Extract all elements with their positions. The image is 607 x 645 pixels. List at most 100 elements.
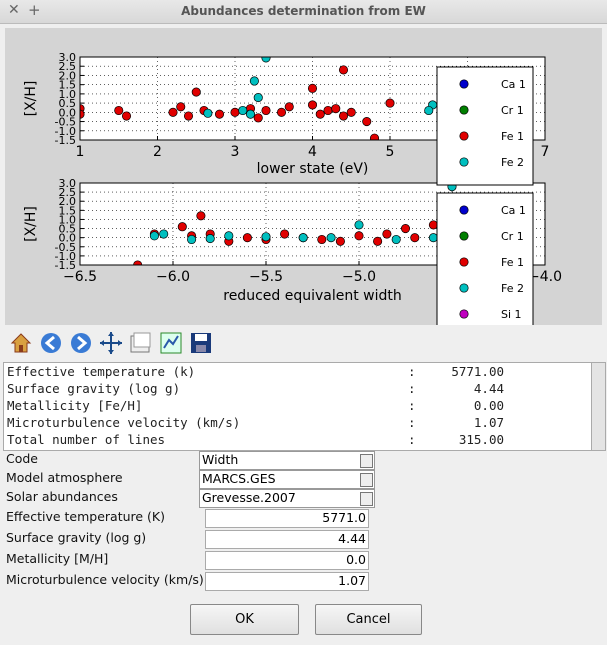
y-tick-label: 2.0 (59, 195, 77, 208)
data-point (323, 105, 333, 116)
select-dropdown[interactable]: Width (199, 451, 375, 470)
text-field[interactable]: 4.44 (205, 530, 369, 549)
data-point (346, 107, 356, 117)
y-tick-label: 1.5 (59, 79, 77, 92)
summary-value: 5771.00 (451, 364, 504, 379)
legend-marker (459, 131, 469, 141)
y-tick-label: 0.5 (59, 97, 77, 110)
x-tick-label: 5 (386, 144, 395, 160)
back-button[interactable] (38, 330, 64, 356)
data-point (362, 117, 372, 127)
data-point (133, 260, 143, 265)
y-tick-label: 2.0 (59, 69, 77, 82)
data-point (205, 234, 215, 244)
close-button[interactable]: ✕ (8, 2, 20, 18)
legend (436, 66, 534, 186)
legend-marker (459, 257, 469, 267)
summary-colon: : (408, 364, 416, 379)
ok-button[interactable]: OK (190, 604, 299, 635)
data-point (315, 109, 325, 119)
select-value: MARCS.GES (202, 471, 276, 486)
x-tick-label: −6.0 (156, 269, 190, 285)
field-label: Code (6, 451, 39, 466)
data-point (253, 93, 263, 103)
data-point (326, 233, 336, 243)
data-point (253, 113, 263, 123)
x-tick-label: −4.0 (528, 269, 562, 285)
points (80, 57, 438, 140)
select-dropdown[interactable]: Grevesse.2007 (199, 489, 375, 508)
scrollbar[interactable] (591, 362, 606, 451)
y-tick-label: 0.0 (59, 106, 77, 119)
data-point (245, 109, 256, 119)
data-point (280, 229, 290, 239)
title-bar: ✕ + Abundances determination from EW (0, 0, 607, 24)
forward-button[interactable] (68, 330, 94, 356)
data-point (400, 224, 411, 234)
field-value: 0.0 (346, 552, 366, 567)
text-field[interactable]: 0.0 (205, 551, 369, 570)
home-button[interactable] (8, 330, 34, 356)
y-tick-label: -0.5 (55, 116, 76, 129)
legend-label: Si 1 (501, 308, 522, 321)
y-tick-label: 0.5 (59, 223, 77, 236)
data-point (354, 220, 364, 230)
data-point (187, 234, 197, 245)
zoom-button[interactable] (128, 330, 154, 356)
dropdown-arrow (360, 473, 373, 487)
pan-button[interactable] (98, 330, 124, 356)
summary-colon: : (408, 432, 416, 447)
legend-label: Ca 1 (501, 78, 526, 91)
summary-label: Microturbulence velocity (km/s) (7, 415, 241, 430)
data-point (410, 233, 420, 243)
data-point (428, 220, 438, 230)
field-value: 1.07 (338, 573, 366, 588)
data-point (121, 111, 132, 121)
summary-value: 4.44 (473, 381, 504, 396)
y-tick-label: -1.0 (55, 250, 76, 263)
x-tick-label: 7 (541, 144, 550, 160)
data-point (428, 233, 438, 243)
data-point (224, 231, 234, 241)
summary-text: Effective temperature (k): 5771.00 Surface… (3, 362, 593, 451)
data-point (331, 104, 341, 114)
y-tick-label: 1.0 (59, 88, 77, 101)
summary-label: Surface gravity (log g) (7, 381, 181, 396)
data-point (391, 234, 401, 245)
data-point (317, 234, 327, 245)
y-tick-label: -0.5 (55, 241, 76, 254)
data-point (354, 231, 364, 241)
data-point (338, 65, 349, 75)
cancel-button[interactable]: Cancel (315, 604, 422, 635)
save-button[interactable] (188, 330, 214, 356)
data-point (249, 76, 259, 86)
y-tick-label: -1.5 (55, 134, 76, 147)
data-point (298, 233, 308, 243)
window-title: Abundances determination from EW (181, 4, 426, 18)
summary-value: 0.00 (473, 398, 504, 413)
subplots-button[interactable] (158, 330, 184, 356)
legend-label: Ca 1 (501, 204, 526, 217)
legend-label: Cr 1 (501, 230, 524, 243)
dropdown-arrow (360, 454, 373, 468)
y-tick-label: 1.0 (59, 213, 77, 226)
field-label: Effective temperature (K) (6, 509, 166, 524)
pin-button[interactable]: + (28, 1, 41, 19)
y-tick-label: 3.0 (59, 51, 77, 64)
data-point (424, 105, 434, 116)
x-tick-label: 4 (308, 144, 317, 160)
text-field[interactable]: 5771.0 (205, 509, 369, 528)
x-tick-label: −5.5 (249, 269, 283, 285)
select-dropdown[interactable]: MARCS.GES (199, 470, 375, 489)
x-tick-label: 2 (153, 144, 162, 160)
legend-marker (459, 231, 469, 241)
summary-colon: : (408, 381, 416, 396)
text-field[interactable]: 1.07 (205, 572, 369, 591)
y-tick-label: 0.0 (59, 232, 77, 245)
field-value: 4.44 (338, 531, 366, 546)
field-label: Microturbulence velocity (km/s) (6, 572, 204, 587)
y-tick-label: 2.5 (59, 60, 77, 73)
data-point (168, 107, 178, 117)
data-point (385, 98, 395, 108)
data-point (338, 111, 349, 121)
